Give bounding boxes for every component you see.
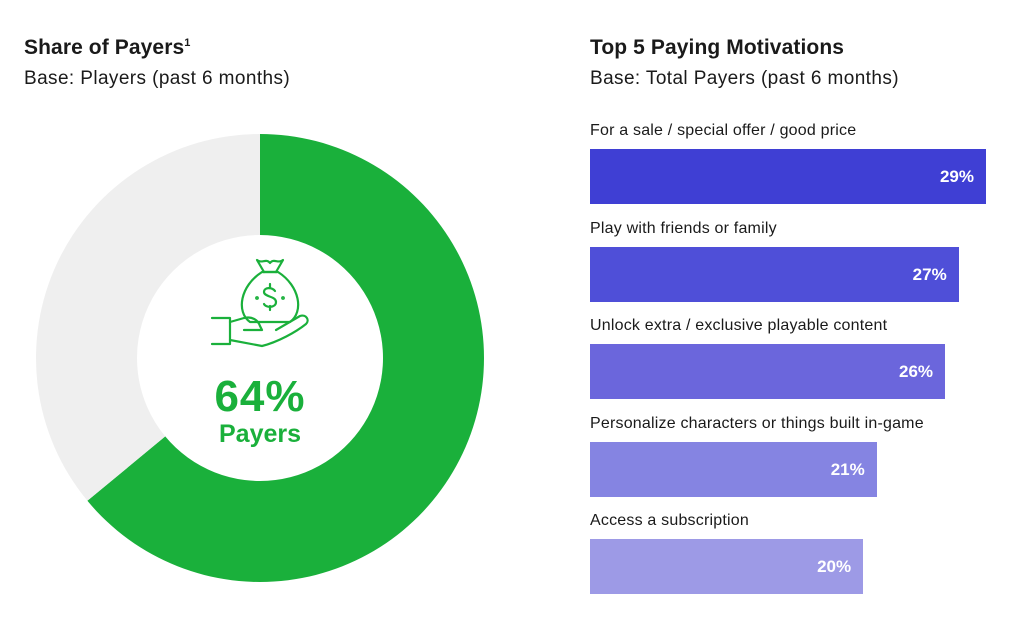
bar-value-label: 26%	[899, 362, 934, 381]
donut-center-value: 64%	[214, 372, 306, 421]
bar-label: Unlock extra / exclusive playable conten…	[590, 317, 888, 334]
bar-value-label: 27%	[912, 264, 947, 284]
donut-slice-remainder	[36, 134, 261, 501]
bar: 27%	[590, 246, 959, 302]
bar-chart-title: Top 5 Paying Motivations	[590, 36, 845, 59]
bar-value-label: 20%	[817, 557, 852, 576]
bar-value-label: 21%	[830, 459, 865, 479]
bar-chart-subtitle: Base: Total Payers (past 6 months)	[590, 68, 899, 89]
donut-chart-title: Share of Payers1	[24, 36, 191, 59]
bar: 29%	[590, 149, 986, 204]
bar-label: Play with friends or family	[590, 219, 777, 237]
bar-label: For a sale / special offer / good price	[590, 122, 857, 139]
money-bag-hand-icon	[210, 258, 309, 348]
bar: 21%	[590, 441, 877, 497]
donut-slice-payers	[87, 134, 485, 583]
bar-label: Access a subscription	[590, 512, 749, 529]
bar-value-label: 29%	[939, 167, 974, 186]
bar: 26%	[590, 344, 946, 399]
bar-label: Personalize characters or things built i…	[590, 414, 924, 432]
footnote-marker: 1	[184, 37, 191, 49]
donut-center-label: Payers	[218, 420, 302, 448]
donut-chart-subtitle: Base: Players (past 6 months)	[24, 68, 291, 89]
bar: 20%	[590, 539, 864, 594]
